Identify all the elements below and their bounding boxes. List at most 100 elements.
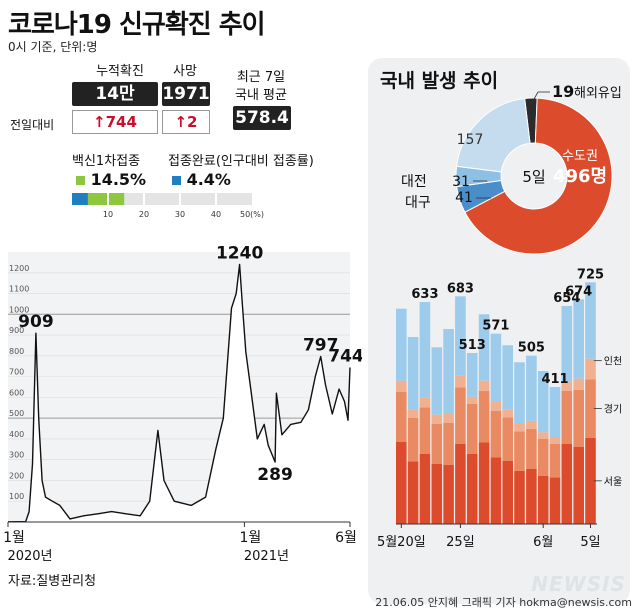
bar-total-label: 725 <box>577 267 604 282</box>
vaccine-scale-tick: 30 <box>175 210 185 219</box>
y-tick-label: 100 <box>9 492 24 501</box>
y-tick-label: 900 <box>9 326 24 335</box>
bar-segment <box>490 333 502 402</box>
bar-segment <box>561 390 573 444</box>
vaccine-full-fill <box>72 193 88 205</box>
bar-total-label: 674 <box>565 284 592 299</box>
vaccine-first-value: 14.5% <box>90 170 147 189</box>
bar-total-label: 505 <box>518 341 545 356</box>
bar-segment <box>478 380 490 391</box>
vaccine-scale-tick: 20 <box>139 210 149 219</box>
bar-segment <box>419 407 431 454</box>
annotation-label: 289 <box>257 465 293 485</box>
x-tick-label: 1월 <box>3 530 25 546</box>
bar-segment <box>407 461 419 524</box>
bar-segment <box>396 442 407 524</box>
bar-segment <box>431 347 443 415</box>
bar-segment <box>573 390 584 447</box>
bar-segment <box>502 417 513 461</box>
bar-total-label: 654 <box>553 291 580 306</box>
annotation-label: 744 <box>328 346 362 366</box>
domestic-panel-title: 국내 발생 추이 <box>380 70 499 92</box>
bar-segment <box>502 460 513 524</box>
bar-segment <box>443 464 454 524</box>
bar-segment <box>502 345 513 410</box>
vaccine-scale-tick: 40 <box>211 210 221 219</box>
pie-slice-name: 수도권 <box>562 149 598 164</box>
bar-segment <box>490 401 502 411</box>
newsis-watermark: NEWSIS <box>531 572 626 596</box>
year-label: 2021년 <box>244 549 289 564</box>
bar-segment <box>407 337 419 410</box>
bar-segment <box>443 423 454 465</box>
regional-pie-chart: 5일 수도권 496명 157 대전 31 대구 41 19 해외유입 <box>401 82 622 255</box>
bar-segment <box>514 362 525 424</box>
pie-leader-line <box>530 91 539 105</box>
bar-total-label: 683 <box>447 281 474 296</box>
source-text: 자료:질병관리청 <box>8 574 97 589</box>
bar-segment <box>573 299 584 379</box>
x-tick-label: 6월 <box>335 530 357 546</box>
series-label: 경기 <box>604 403 622 416</box>
bar-x-tick-label: 25일 <box>446 535 475 550</box>
weekly-label-1: 최근 7일 <box>236 70 286 85</box>
bar-segment <box>490 457 502 524</box>
bar-total-label: 411 <box>541 372 568 387</box>
deaths-value: 1971 <box>162 82 210 106</box>
bar-segment <box>561 381 573 391</box>
bar-segment <box>537 439 549 476</box>
bar-segment <box>466 396 478 404</box>
vaccine-first-label: 백신1차접종 <box>72 154 141 169</box>
bar-segment <box>407 418 419 462</box>
bar-segment <box>419 454 431 524</box>
series-label: 인천 <box>604 356 622 368</box>
y-tick-label: 500 <box>9 409 24 418</box>
annotation-label: 797 <box>303 335 339 355</box>
bar-segment <box>455 444 466 524</box>
y-tick-label: 700 <box>9 368 24 377</box>
bar-segment <box>455 296 466 376</box>
bar-segment <box>466 454 478 524</box>
bar-segment <box>490 410 502 458</box>
pie-slice-name: 해외유입 <box>574 86 622 101</box>
pie-slice-value: 19 <box>552 82 574 101</box>
bar-segment <box>396 380 407 392</box>
cumulative-value: 14만3596 <box>72 82 158 128</box>
bar-segment <box>561 306 573 382</box>
daily-cases-line-chart: 100 200 300 400 500 600 700 800 900 1000 1100 1200 9… <box>3 243 362 564</box>
y-tick-label: 800 <box>9 347 24 356</box>
bar-segment <box>549 387 561 438</box>
bar-x-tick-label: 5월20일 <box>377 535 426 550</box>
bar-total-label: 513 <box>459 338 486 353</box>
pie-slice-value: 31 <box>452 174 470 190</box>
bar-segment <box>549 444 561 478</box>
bar-segment <box>431 464 443 524</box>
footer-credit: 21.06.05 안지혜 그래픽 기자 hokma@newsis.com <box>375 596 632 609</box>
bar-segment <box>514 470 525 524</box>
pie-slice-value: 41 <box>455 190 473 206</box>
bar-segment <box>502 409 513 418</box>
y-tick-label: 200 <box>9 471 24 480</box>
bar-x-tick-label: 5일 <box>580 535 600 550</box>
cumulative-label: 누적확진 <box>96 64 144 79</box>
pie-slice-value: 496명 <box>553 166 607 187</box>
bar-segment <box>585 358 596 380</box>
vaccine-first-legend: 14.5% <box>76 170 146 189</box>
bar-segment <box>443 329 454 413</box>
bar-segment <box>455 375 466 388</box>
deaths-label: 사망 <box>173 64 197 79</box>
bar-segment <box>455 387 466 444</box>
bar-segment <box>585 437 596 524</box>
vaccine-full-label: 접종완료(인구대비 접종률) <box>168 154 314 169</box>
vaccine-scale-tick: 50(%) <box>240 210 264 219</box>
pie-slice-name: 대전 <box>401 174 427 190</box>
y-tick-label: 1200 <box>9 264 29 273</box>
cases-line <box>7 263 351 523</box>
bar-segment <box>478 314 490 381</box>
vaccine-full-value: 4.4% <box>186 170 231 189</box>
bar-segment <box>573 446 584 524</box>
bar-segment <box>419 397 431 408</box>
bar-segment <box>431 424 443 464</box>
change-label: 전일대비 <box>10 118 55 132</box>
